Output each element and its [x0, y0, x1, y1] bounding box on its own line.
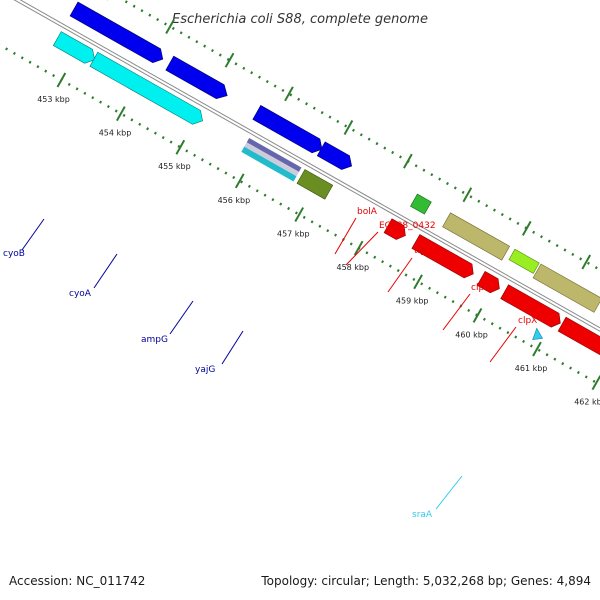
gene-cyoB[interactable] — [69, 1, 167, 66]
leader-line-tig — [387, 257, 413, 293]
map-title: Escherichia coli S88, complete genome — [172, 12, 428, 27]
gene-label-cyoB[interactable]: cyoB — [3, 249, 25, 259]
gene-label-yajG[interactable]: yajG — [195, 365, 215, 375]
major-tick — [472, 307, 483, 323]
major-tick — [116, 106, 126, 122]
major-tick — [343, 120, 354, 135]
topology-text: Topology: circular; Length: 5,032,268 bp… — [260, 574, 591, 588]
gene-label-bolA[interactable]: bolA — [357, 207, 378, 217]
gene-label-ECS88_0432[interactable]: ECS88_0432 — [379, 221, 436, 231]
gene-label-sraA[interactable]: sraA — [412, 510, 433, 520]
tick-label: 458 kbp — [336, 263, 369, 272]
forward-genes — [69, 1, 600, 313]
major-tick — [403, 153, 413, 169]
leader-line-sraA — [435, 475, 463, 510]
tick-labels: 453 kbp 454 kbp 455 kbp 456 kbp 457 kbp 458 k… — [37, 95, 600, 407]
gene-red-small[interactable] — [383, 218, 409, 243]
major-tick — [353, 240, 364, 256]
gene-red-5[interactable] — [557, 316, 600, 391]
backbone-outer-line — [0, 0, 600, 492]
gene-cyoA-cyan[interactable] — [89, 51, 207, 127]
leader-line-clpX — [489, 326, 517, 363]
tick-label: 454 kbp — [99, 129, 132, 138]
gene-clpX[interactable] — [532, 263, 600, 313]
major-tick — [234, 173, 245, 189]
leader-line-bolA — [334, 217, 357, 255]
gene-label-clpX[interactable]: clpX — [518, 316, 537, 326]
major-tick — [581, 254, 592, 270]
major-tick — [175, 139, 186, 155]
gene-ampG[interactable] — [252, 105, 326, 156]
gene-label-tig[interactable]: tig — [414, 246, 426, 256]
leader-line-yajG — [221, 330, 244, 365]
leader-line-cyoA — [93, 253, 118, 289]
accession-text: Accession: NC_011742 — [9, 574, 145, 588]
gene-red-2[interactable] — [411, 234, 477, 280]
gene-tig[interactable] — [442, 212, 511, 261]
tick-label: 459 kbp — [396, 297, 429, 306]
major-tick — [413, 274, 423, 290]
reverse-genes — [52, 31, 600, 391]
tick-label: 462 kbp — [574, 398, 600, 407]
major-tick — [56, 72, 67, 88]
gene-red-3[interactable] — [476, 271, 503, 295]
leader-line-ampG — [169, 300, 194, 335]
major-tick — [521, 220, 532, 236]
leader-line-cyoB — [21, 218, 45, 251]
tick-label: 453 kbp — [37, 95, 70, 104]
gene-red-4[interactable] — [500, 284, 565, 330]
major-tick — [294, 207, 304, 222]
tick-label: 456 kbp — [218, 196, 251, 205]
gene-yajG-olive[interactable] — [296, 169, 334, 200]
major-tick — [462, 187, 473, 203]
gene-cyoC[interactable] — [52, 31, 98, 67]
tick-label: 457 kbp — [277, 229, 310, 238]
major-tick — [284, 86, 294, 102]
major-tick — [591, 375, 600, 391]
gene-yajG[interactable] — [316, 141, 355, 173]
tick-label: 460 kbp — [455, 330, 488, 339]
gene-sraA[interactable] — [531, 327, 546, 343]
gene-label-cyoA[interactable]: cyoA — [69, 289, 92, 299]
major-tick — [224, 52, 235, 68]
gene-bolA[interactable] — [410, 193, 432, 215]
gene-label-ampG[interactable]: ampG — [141, 335, 168, 345]
major-tick — [165, 19, 175, 35]
major-tick — [532, 341, 542, 357]
leader-line-ECS88_0432 — [345, 231, 379, 266]
genome-band — [0, 0, 600, 533]
gene-ampG-stripe[interactable] — [246, 137, 302, 172]
gene-clpP[interactable] — [508, 248, 540, 274]
inner-tick-track — [0, 0, 600, 533]
gene-label-clpP[interactable]: clpP — [471, 283, 490, 293]
tick-label: 455 kbp — [158, 162, 191, 171]
leader-line-clpP — [442, 293, 471, 331]
major-ticks — [56, 0, 600, 391]
tick-label: 461 kbp — [515, 364, 548, 373]
gene-cyoA[interactable] — [165, 55, 231, 102]
